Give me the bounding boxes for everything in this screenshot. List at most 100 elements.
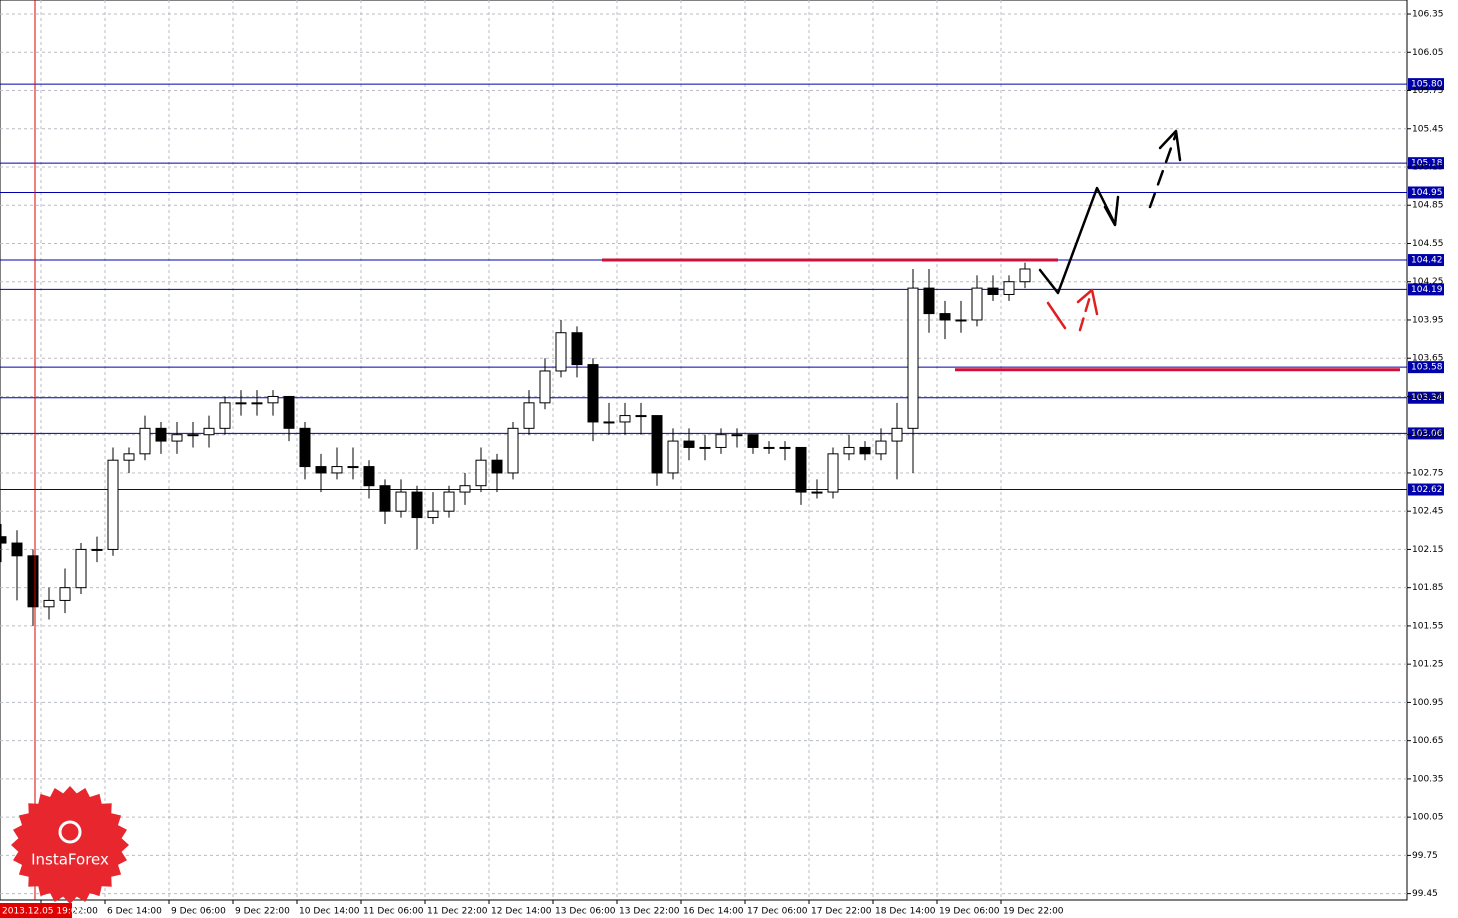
level-label: 103.58	[1411, 363, 1443, 373]
candle-body	[11, 542, 23, 557]
x-tick-label: 13 Dec 22:00	[619, 907, 680, 917]
level-label-box	[1408, 391, 1444, 404]
arrow-head	[1076, 288, 1099, 316]
candle-body	[27, 555, 39, 608]
candle-body	[0, 536, 7, 544]
x-tick-label: 13 Dec 06:00	[555, 907, 616, 917]
candle-body	[443, 491, 455, 512]
x-tick-label: 12 Dec 14:00	[491, 907, 552, 917]
candle-body	[619, 415, 631, 423]
candle-body	[667, 440, 679, 474]
candle-body	[187, 434, 199, 437]
candle-body	[219, 402, 231, 429]
y-axis: 106.35 106.05 105.75 105.45 105.15 104.85 104.…	[1407, 10, 1444, 899]
candle-body	[331, 466, 343, 474]
candle-body	[155, 427, 167, 442]
candle-body	[491, 459, 503, 474]
x-tick-label: 9 Dec 06:00	[171, 907, 226, 917]
y-tick-label: 105.15	[1412, 162, 1444, 172]
y-tick-label: 100.05	[1412, 813, 1444, 823]
candle-body	[875, 440, 887, 455]
arrow-head	[1158, 129, 1182, 162]
x-tick-label: 19 Dec 06:00	[939, 907, 1000, 917]
candle-body	[971, 287, 983, 321]
candle-body	[827, 453, 839, 493]
candle-body	[843, 446, 855, 455]
candle-body	[315, 466, 327, 474]
y-tick-label: 99.45	[1412, 889, 1438, 899]
candle-body	[603, 421, 615, 424]
candle-body	[891, 427, 903, 442]
candle-body	[779, 446, 791, 449]
x-tick-label: 18 Dec 14:00	[875, 907, 936, 917]
candle-body	[651, 415, 663, 474]
level-label: 105.18	[1411, 159, 1443, 169]
y-tick-label: 103.65	[1412, 354, 1444, 364]
candle-body	[107, 459, 119, 550]
plot-area	[0, 0, 1408, 901]
level-label-box	[1408, 483, 1444, 496]
candle-body	[251, 402, 263, 405]
candle-body	[395, 491, 407, 512]
forecast-dashed	[1148, 132, 1178, 209]
candle-body	[795, 446, 807, 493]
logo: InstaForex	[11, 786, 129, 904]
candle-body	[747, 434, 759, 448]
candle-body	[731, 434, 743, 437]
candle-body	[203, 427, 215, 436]
crosshair-label-box	[0, 903, 72, 918]
x-axis: 5 Dec 22:006 Dec 14:009 Dec 06:009 Dec 2…	[40, 900, 1064, 917]
candle-body	[267, 395, 279, 404]
x-tick-label: 17 Dec 06:00	[747, 907, 808, 917]
x-tick-label: 17 Dec 22:00	[811, 907, 872, 917]
x-tick-label: 6 Dec 14:00	[107, 907, 162, 917]
y-tick-label: 103.95	[1412, 315, 1444, 325]
y-tick-label: 102.15	[1412, 545, 1444, 555]
level-label: 103.06	[1411, 429, 1443, 439]
level-label: 103.34	[1411, 393, 1443, 403]
candle-body	[523, 402, 535, 429]
candle-body	[811, 491, 823, 494]
candles	[0, 262, 1031, 626]
level-label-box	[1408, 361, 1444, 374]
y-tick-label: 100.95	[1412, 698, 1444, 708]
candle-body	[379, 485, 391, 512]
logo-badge	[11, 786, 129, 904]
candle-body	[571, 332, 583, 366]
y-tick-label: 99.75	[1412, 851, 1438, 861]
candle-body	[171, 434, 183, 442]
candle-body	[507, 427, 519, 474]
zones	[602, 258, 1400, 372]
candle-body	[235, 402, 247, 405]
candle-body	[939, 313, 951, 321]
y-tick-label: 102.75	[1412, 468, 1444, 478]
grid	[0, 0, 1407, 900]
y-tick-label: 104.85	[1412, 201, 1444, 211]
candle-body	[699, 446, 711, 449]
candle-body	[1003, 281, 1015, 295]
y-tick-label: 103.35	[1412, 392, 1444, 402]
level-label-box	[1408, 78, 1444, 91]
x-tick-label: 11 Dec 22:00	[427, 907, 488, 917]
x-tick-label: 11 Dec 06:00	[363, 907, 424, 917]
candle-body	[1019, 268, 1031, 283]
level-label: 104.42	[1411, 256, 1443, 266]
crosshair-label: 2013.12.05 19:00	[2, 907, 83, 917]
y-tick-label: 105.45	[1412, 124, 1444, 134]
y-tick-label: 101.85	[1412, 583, 1444, 593]
candle-body	[347, 466, 359, 469]
y-tick-label: 106.05	[1412, 48, 1444, 58]
level-label: 104.19	[1411, 285, 1443, 295]
level-label-box	[1408, 157, 1444, 170]
y-tick-label: 103.05	[1412, 430, 1444, 440]
x-tick-label: 9 Dec 22:00	[235, 907, 290, 917]
candle-body	[683, 440, 695, 448]
x-tick-label: 19 Dec 22:00	[1003, 907, 1064, 917]
level-label-box	[1408, 254, 1444, 267]
candle-body	[715, 434, 727, 448]
y-tick-label: 102.45	[1412, 507, 1444, 517]
forecast-dashed-red	[1046, 301, 1067, 330]
y-tick-label: 104.55	[1412, 239, 1444, 249]
